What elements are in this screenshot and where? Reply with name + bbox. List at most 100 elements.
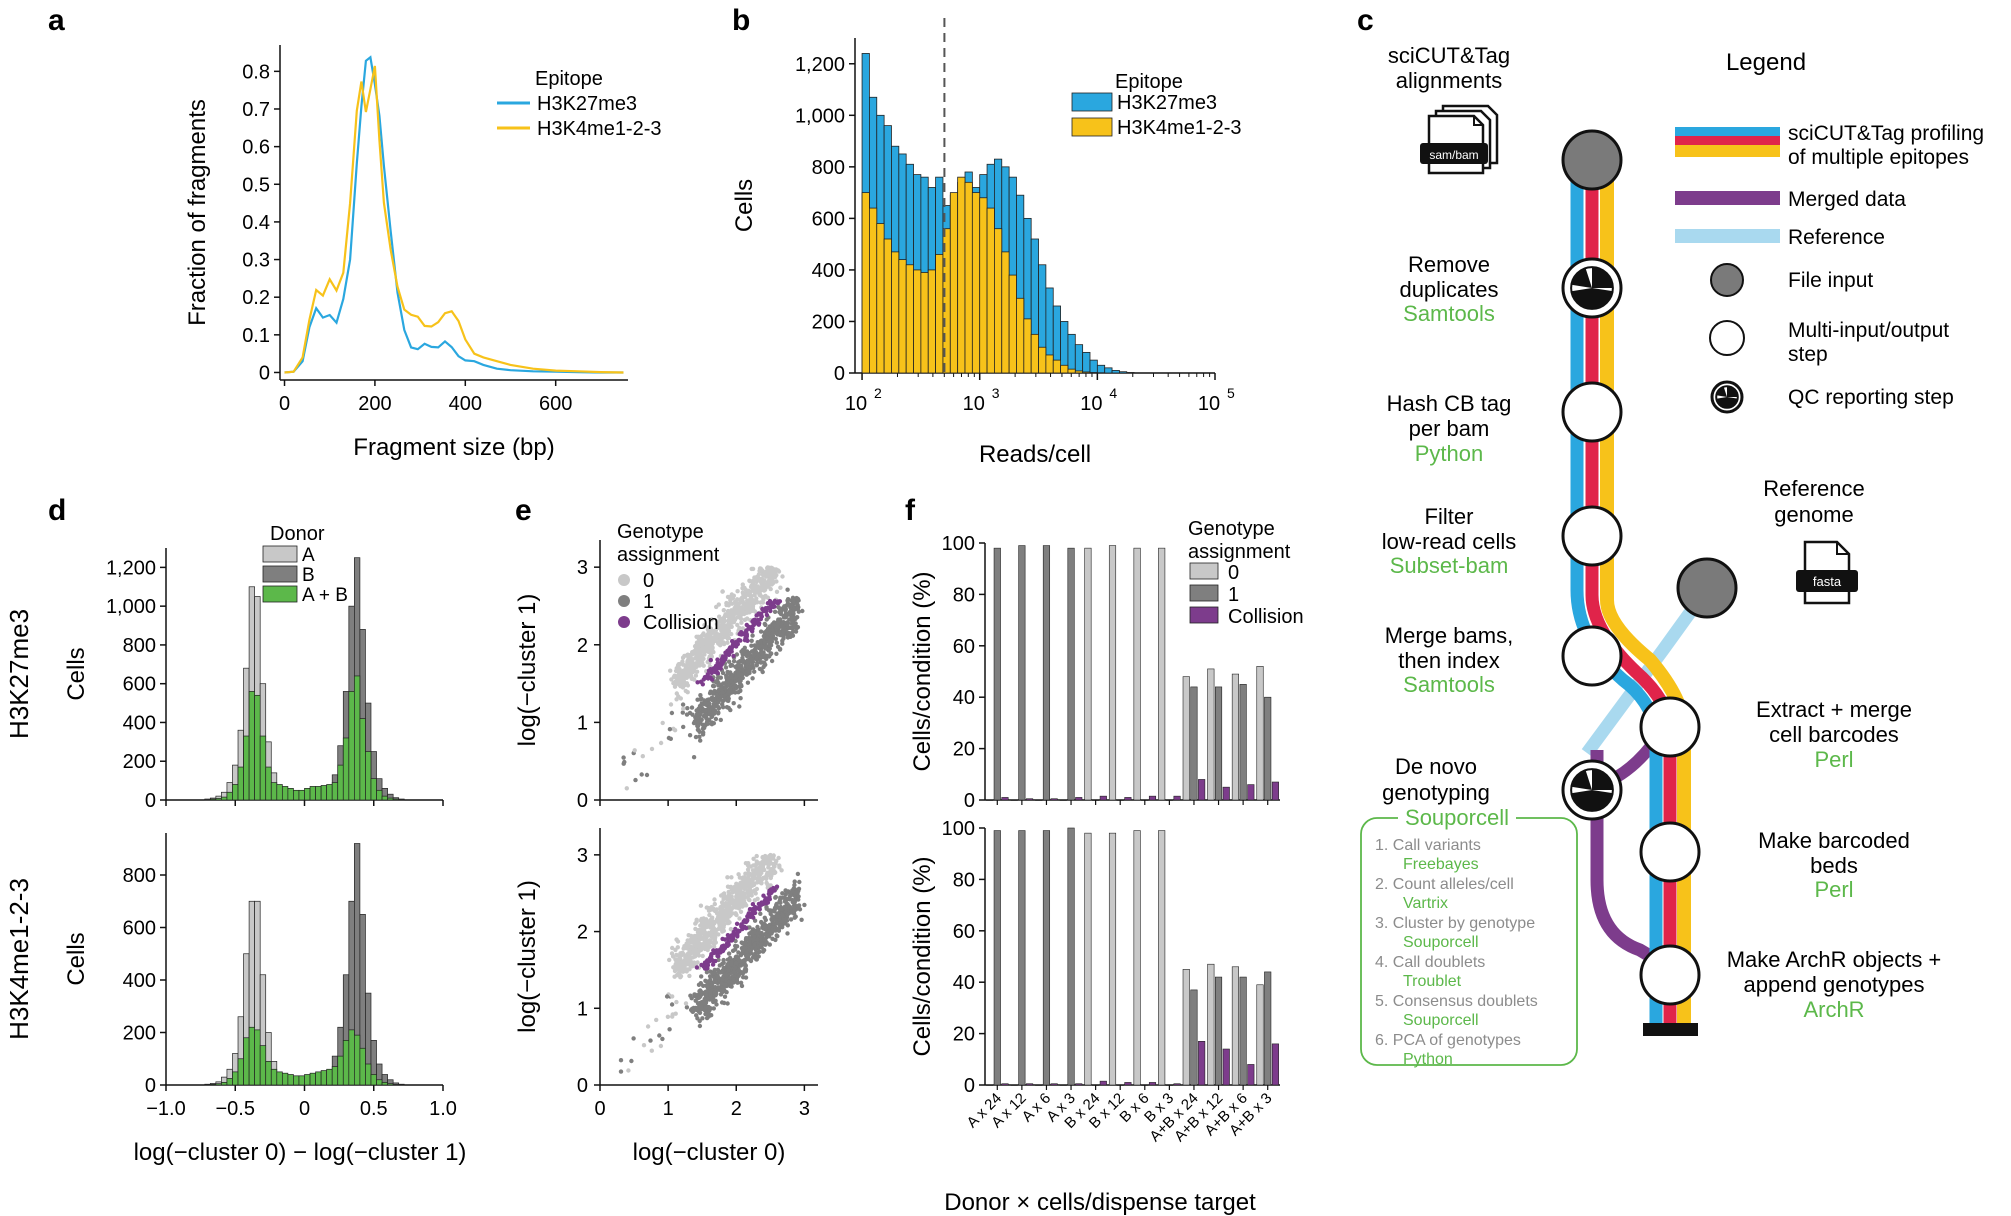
e-point-collision: [746, 624, 751, 629]
step-filter-tool: Subset-bam: [1390, 553, 1509, 578]
e-point-cluster1: [736, 684, 742, 689]
qc-pie-wedge: [1716, 386, 1727, 397]
e-point-cluster0: [699, 643, 704, 648]
d-bar-AB: [270, 1068, 278, 1086]
e-point-cluster1: [741, 975, 746, 980]
d-bar-AB: [370, 778, 377, 801]
e-point-cluster0: [675, 972, 680, 978]
d-bar-AB: [221, 1082, 228, 1086]
d-bar-AB: [232, 784, 239, 801]
e-point-cluster1: [769, 651, 774, 656]
a-series-line-1: [284, 65, 624, 374]
e-point-cluster0: [752, 888, 758, 893]
f-bar-assignment-collision: [1001, 1083, 1009, 1086]
e-point-cluster1: [781, 613, 786, 619]
b-xtick-exponent: 2: [874, 385, 882, 401]
e-point-cluster1: [755, 937, 760, 942]
e-point-cluster0: [743, 871, 748, 876]
e-point-cluster1: [750, 676, 755, 681]
e-point-cluster1: [746, 669, 751, 674]
e-point-cluster1: [777, 646, 783, 652]
step-extract-2: cell barcodes: [1769, 722, 1899, 747]
a-ytick-label: 0.5: [242, 174, 270, 196]
reference-title-1: Reference: [1763, 476, 1865, 501]
e-point-cluster0: [668, 668, 673, 673]
e-point-cluster1: [698, 697, 703, 702]
e-point-cluster0: [687, 973, 692, 979]
e-point-cluster0: [751, 856, 756, 861]
e-ytick-label: 1: [577, 712, 588, 734]
step-beds-1: Make barcoded: [1758, 828, 1910, 853]
e-point-cluster1: [773, 636, 778, 642]
e-point-cluster0: [691, 650, 696, 656]
e-point-cluster0: [743, 861, 749, 866]
d-bar-AB: [387, 1083, 394, 1086]
e-point-cluster1: [779, 623, 785, 629]
e-point-cluster1: [740, 941, 745, 946]
e-point-cluster1: [780, 925, 785, 930]
e-point-cluster1: [799, 917, 804, 922]
d-bar-AB: [276, 784, 283, 801]
e-point-collision: [765, 900, 771, 905]
b-bar-h3k4me: [891, 251, 900, 374]
d-bar-AB: [331, 782, 339, 801]
e-point-cluster1: [716, 985, 721, 990]
a-ylabel: Fraction of fragments: [184, 99, 211, 326]
e-point-cluster0: [752, 609, 758, 614]
b-bar-h3k4me: [927, 269, 936, 374]
e-point-cluster0: [723, 632, 728, 637]
f-bar-assignment-collision: [1001, 797, 1009, 801]
b-bar-h3k27me3: [1104, 367, 1113, 374]
d-bar-AB: [293, 1075, 300, 1086]
e-point-cluster1: [792, 879, 797, 884]
e-point-cluster1: [718, 686, 724, 692]
e-point-cluster0: [687, 958, 692, 963]
e-point-cluster0: [706, 630, 711, 635]
legend-file-input-icon: [1710, 263, 1744, 297]
b-bar-h3k4me: [1052, 359, 1061, 374]
e-point-cluster1: [734, 944, 740, 949]
f-ytick-label: 80: [953, 869, 975, 891]
e-point-cluster1: [783, 905, 788, 911]
d-ytick-label: 1,000: [106, 596, 156, 618]
e-point-cluster1: [752, 941, 757, 947]
e-point-cluster1: [723, 665, 729, 670]
d-bar-AB: [337, 1055, 344, 1086]
f-bar-assignment-1: [1018, 830, 1026, 1086]
e-point-cluster1: [792, 915, 797, 920]
merge-bams-node: [1561, 625, 1623, 687]
a-ytick-label: 0.8: [242, 61, 270, 83]
substep-tool: Troublet: [1403, 973, 1462, 990]
e-point-cluster1: [800, 608, 805, 614]
e-point-outlier: [669, 1002, 675, 1007]
e-point-cluster1: [794, 625, 799, 630]
e-point-cluster1: [796, 897, 801, 902]
e-ylabel: log(−cluster 1): [514, 880, 541, 1033]
b-ylabel: Cells: [731, 179, 758, 232]
e-point-cluster1: [791, 887, 797, 892]
legend-reference-swatch: [1675, 229, 1780, 243]
e-point-outlier: [631, 1036, 636, 1041]
e-point-cluster1: [758, 942, 763, 947]
reference-file-icon: [1796, 540, 1858, 605]
e-point-cluster0: [748, 592, 753, 598]
e-point-collision: [705, 672, 710, 677]
e-point-cluster1: [802, 902, 807, 908]
e-point-cluster1: [708, 689, 713, 694]
d-bar-AB: [221, 796, 228, 801]
f-bar-assignment-0: [1207, 963, 1215, 1086]
d-ytick-label: 1,200: [106, 557, 156, 579]
e-point-cluster1: [769, 627, 774, 632]
b-bar-h3k4me: [1067, 368, 1076, 374]
e-point-cluster1: [780, 913, 785, 918]
e-point-cluster0: [770, 577, 775, 583]
b-ytick-label: 400: [812, 260, 845, 282]
e-point-cluster1: [709, 996, 715, 1001]
e-legend-marker: [618, 616, 630, 628]
e-point-cluster1: [792, 882, 797, 888]
e-point-collision: [711, 948, 716, 953]
e-point-cluster0: [707, 635, 713, 641]
substep-label: 3. Cluster by genotype: [1375, 915, 1535, 932]
e-point-cluster1: [784, 915, 790, 920]
d-bar-AB: [243, 1037, 250, 1086]
